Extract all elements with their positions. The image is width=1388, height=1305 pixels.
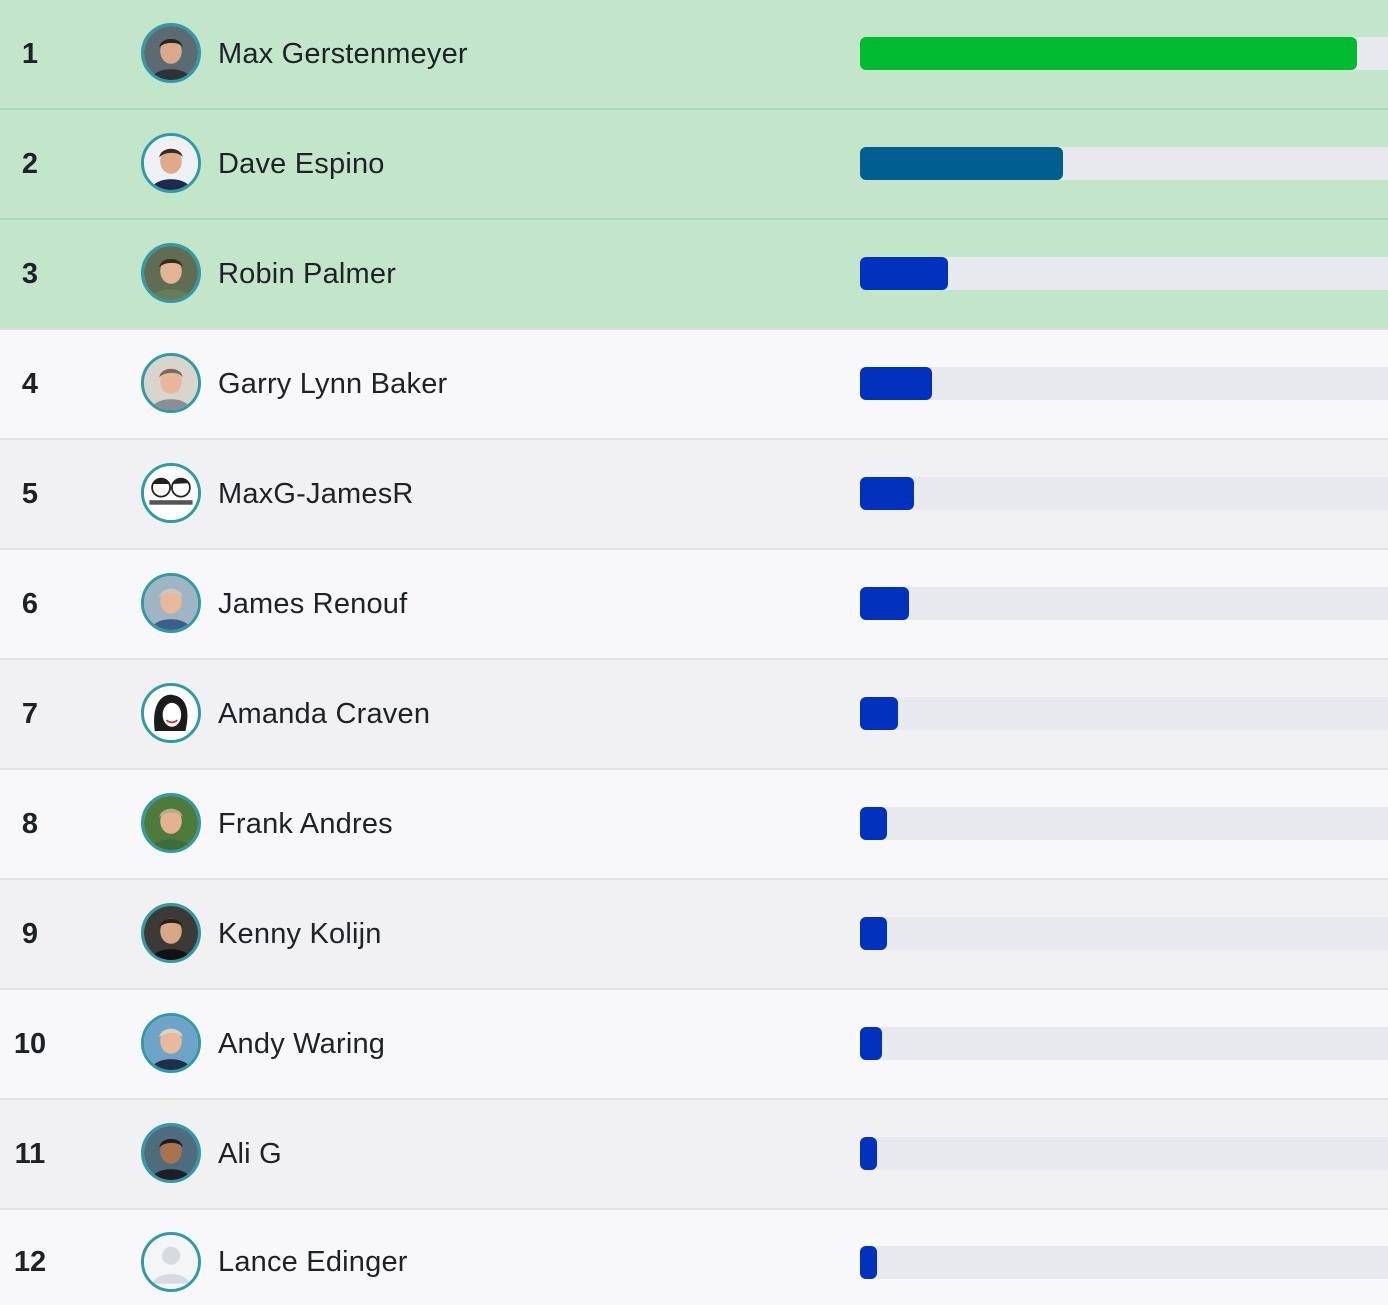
user-photo-icon[interactable] [141,1123,201,1183]
player-name[interactable]: Robin Palmer [218,257,397,290]
user-photo-icon[interactable] [141,903,201,963]
rank-number: 9 [21,917,39,950]
player-name[interactable]: Ali G [218,1137,282,1170]
score-bar-track [860,807,1388,840]
player-name[interactable]: Amanda Craven [218,697,431,730]
user-photo-icon[interactable] [141,133,201,193]
score-bar-fill [860,587,910,620]
leaderboard-row[interactable]: 11 Ali G [0,1100,1388,1210]
leaderboard-row[interactable]: 7 Amanda Craven [0,660,1388,770]
leaderboard-row[interactable]: 4 Garry Lynn Baker [0,330,1388,440]
leaderboard-row[interactable]: 2 Dave Espino [0,110,1388,220]
score-bar-track [860,37,1388,70]
score-bar-fill [860,147,1063,180]
player-name[interactable]: Lance Edinger [218,1246,408,1278]
rank-number: 1 [21,37,39,70]
score-bar-track [860,1027,1388,1060]
score-bar-fill [860,477,915,510]
score-bar-fill [860,1027,883,1060]
rank-number: 2 [21,147,39,180]
score-bar-fill [860,367,932,400]
score-bar-fill [860,917,888,950]
rank-number: 4 [21,367,39,400]
score-bar-track [860,367,1388,400]
player-name[interactable]: Max Gerstenmeyer [218,37,468,70]
score-bar-fill [860,807,888,840]
rank-number: 11 [14,1137,46,1170]
score-bar-track [860,1137,1388,1170]
user-photo-icon[interactable] [141,353,201,413]
rank-number: 7 [21,697,39,730]
leaderboard-row[interactable]: 6 James Renouf [0,550,1388,660]
score-bar-track [860,477,1388,510]
user-photo-icon[interactable] [141,1013,201,1073]
rank-number: 6 [21,587,39,620]
player-name[interactable]: Garry Lynn Baker [218,367,448,400]
score-bar-fill [860,1137,878,1170]
user-photo-icon[interactable] [141,573,201,633]
user-photo-icon[interactable] [141,243,201,303]
score-bar-track [860,697,1388,730]
score-bar-track [860,1245,1388,1279]
leaderboard-row[interactable]: 3 Robin Palmer [0,220,1388,330]
leaderboard-row[interactable]: 5 MaxG-JamesR [0,440,1388,550]
leaderboard-row[interactable]: 8 Frank Andres [0,770,1388,880]
rank-number: 3 [21,257,39,290]
leaderboard-row[interactable]: 12 Lance Edinger [0,1210,1388,1305]
player-name[interactable]: Andy Waring [218,1027,386,1060]
player-name[interactable]: Kenny Kolijn [218,917,382,950]
player-name[interactable]: Frank Andres [218,807,393,840]
score-bar-fill [860,37,1358,70]
user-photo-icon[interactable] [141,23,201,83]
rank-number: 12 [13,1246,47,1278]
player-name[interactable]: Dave Espino [218,147,385,180]
rank-number: 5 [21,477,39,510]
score-bar-track [860,917,1388,950]
score-bar-track [860,147,1388,180]
cartoon-duo-icon[interactable] [141,463,201,523]
score-bar-fill [860,257,948,290]
default-avatar-icon[interactable] [141,1231,201,1292]
cartoon-woman-icon[interactable] [141,683,201,743]
player-name[interactable]: James Renouf [218,587,408,620]
user-photo-icon[interactable] [141,793,201,853]
leaderboard-row[interactable]: 1 Max Gerstenmeyer [0,0,1388,110]
leaderboard-row[interactable]: 10 Andy Waring [0,990,1388,1100]
rank-number: 10 [13,1027,47,1060]
leaderboard-row[interactable]: 9 Kenny Kolijn [0,880,1388,990]
score-bar-track [860,587,1388,620]
score-bar-fill [860,697,899,730]
score-bar-fill [860,1245,878,1279]
player-name[interactable]: MaxG-JamesR [218,477,414,510]
rank-number: 8 [21,807,39,840]
score-bar-track [860,257,1388,290]
